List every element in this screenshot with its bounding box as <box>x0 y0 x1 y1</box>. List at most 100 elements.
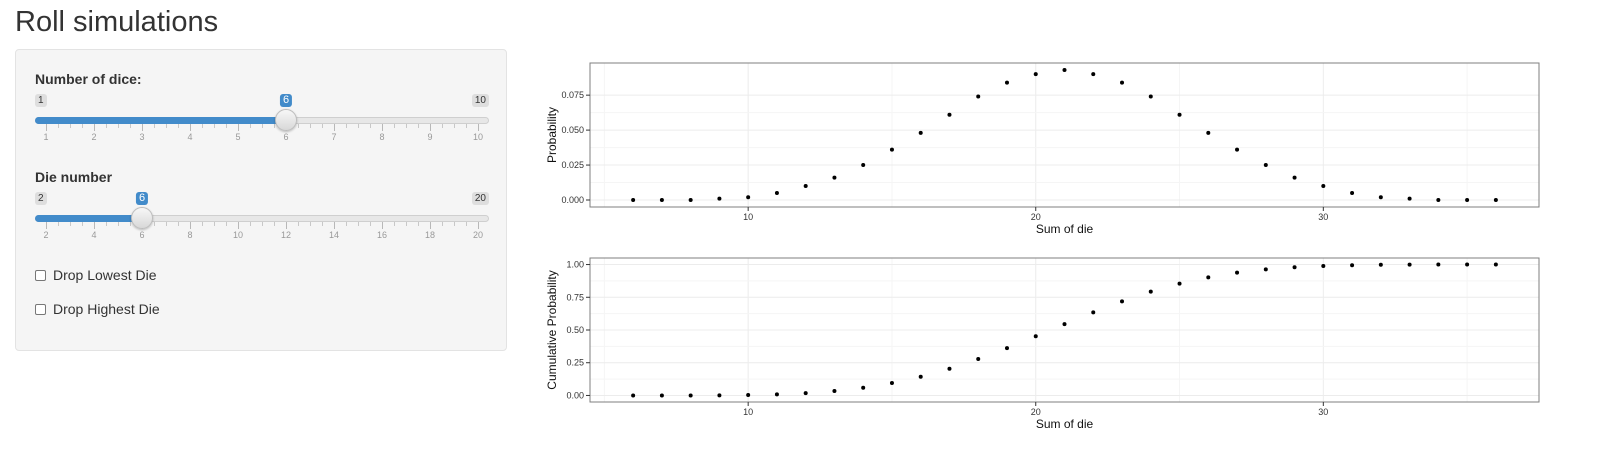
slider-minor-tick <box>370 124 371 128</box>
dice-slider[interactable]: 1 10 6 1 2 3 4 5 6 7 8 9 10 <box>35 94 489 154</box>
data-point <box>947 112 952 117</box>
data-point <box>1091 310 1096 315</box>
slider-tick-label: 2 <box>43 230 49 240</box>
x-tick-label: 20 <box>1031 407 1041 417</box>
slider-tick <box>94 222 95 229</box>
data-point <box>1465 262 1470 267</box>
slider-tick <box>46 124 47 131</box>
slider-tick <box>430 222 431 229</box>
data-point <box>861 163 866 168</box>
cumulative-probability-chart: 10 20 30 0.00 0.25 0.50 0.75 1.00 Sum of die Cumu… <box>545 257 1540 431</box>
data-point <box>918 374 923 379</box>
data-point <box>746 195 751 200</box>
data-point <box>889 381 894 386</box>
slider-min-label: 1 <box>35 94 47 107</box>
slider-minor-tick <box>82 222 83 226</box>
data-point <box>746 393 751 398</box>
slider-tick <box>478 124 479 131</box>
data-point <box>774 191 779 196</box>
data-point <box>832 389 837 394</box>
y-tick-label: 0.075 <box>561 90 584 100</box>
slider-minor-tick <box>58 124 59 128</box>
slider-tick-label: 8 <box>187 230 193 240</box>
y-tick-label: 1.00 <box>566 260 584 270</box>
slider-tick <box>46 222 47 229</box>
slider-minor-tick <box>106 222 107 226</box>
data-point <box>1148 289 1153 294</box>
data-point <box>1493 262 1498 267</box>
x-tick-label: 20 <box>1031 212 1041 222</box>
slider-minor-tick <box>466 222 467 226</box>
data-point <box>717 196 722 201</box>
slider-minor-tick <box>394 124 395 128</box>
slider-grid: 1 2 3 4 5 6 7 8 9 10 <box>35 124 489 154</box>
data-point <box>1263 267 1268 272</box>
data-point <box>1177 112 1182 117</box>
data-point <box>1062 322 1067 327</box>
slider-fill <box>35 215 142 222</box>
data-point <box>1148 94 1153 99</box>
page-title: Roll simulations <box>15 6 219 38</box>
slider-value-label: 6 <box>279 94 293 107</box>
slider-minor-tick <box>262 124 263 128</box>
y-tick-label: 0.00 <box>566 390 584 400</box>
data-point <box>1206 275 1211 280</box>
slider-minor-tick <box>166 222 167 226</box>
slider-minor-tick <box>178 124 179 128</box>
dice-label: Number of dice: <box>35 71 142 87</box>
slider-minor-tick <box>250 222 251 226</box>
slider-minor-tick <box>442 124 443 128</box>
die-number-label: Die number <box>35 169 113 185</box>
x-tick-label: 30 <box>1318 212 1328 222</box>
slider-tick-label: 1 <box>43 132 49 142</box>
slider-minor-tick <box>166 124 167 128</box>
drop-lowest-label: Drop Lowest Die <box>53 267 157 283</box>
drop-highest-checkbox[interactable]: Drop Highest Die <box>35 301 160 317</box>
slider-tick <box>334 124 335 131</box>
data-point <box>1120 299 1125 304</box>
data-point <box>1235 147 1240 152</box>
slider-tick-label: 3 <box>139 132 145 142</box>
data-point <box>1263 163 1268 168</box>
slider-tick-label: 18 <box>424 230 436 240</box>
slider-minor-tick <box>202 222 203 226</box>
data-point <box>918 130 923 135</box>
data-point <box>1206 130 1211 135</box>
slider-handle[interactable] <box>131 207 153 229</box>
data-point <box>1407 196 1412 201</box>
slider-tick-label: 10 <box>472 132 484 142</box>
die-number-slider[interactable]: 2 20 6 2 4 6 8 10 12 14 16 18 20 <box>35 192 489 252</box>
slider-tick-label: 10 <box>232 230 244 240</box>
drop-lowest-checkbox[interactable]: Drop Lowest Die <box>35 267 157 283</box>
slider-minor-tick <box>454 124 455 128</box>
slider-tick <box>190 124 191 131</box>
data-point <box>659 198 664 203</box>
data-point <box>1120 80 1125 85</box>
slider-tick-label: 12 <box>280 230 292 240</box>
slider-fill <box>35 117 286 124</box>
slider-tick <box>190 222 191 229</box>
slider-minor-tick <box>346 222 347 226</box>
slider-minor-tick <box>370 222 371 226</box>
slider-minor-tick <box>250 124 251 128</box>
slider-tick-label: 9 <box>427 132 433 142</box>
data-point <box>1292 265 1297 270</box>
slider-minor-tick <box>214 222 215 226</box>
data-point <box>1004 80 1009 85</box>
checkbox-box[interactable] <box>35 303 46 315</box>
slider-max-label: 10 <box>471 94 489 107</box>
slider-minor-tick <box>298 222 299 226</box>
slider-tick <box>382 222 383 229</box>
checkbox-box[interactable] <box>35 269 46 281</box>
slider-value-label: 6 <box>135 192 149 205</box>
slider-minor-tick <box>130 124 131 128</box>
slider-minor-tick <box>466 124 467 128</box>
slider-minor-tick <box>226 124 227 128</box>
slider-minor-tick <box>154 222 155 226</box>
data-point <box>1407 262 1412 267</box>
data-point <box>659 393 664 398</box>
slider-minor-tick <box>118 222 119 226</box>
slider-handle[interactable] <box>275 109 297 131</box>
slider-minor-tick <box>298 124 299 128</box>
data-point <box>976 94 981 99</box>
